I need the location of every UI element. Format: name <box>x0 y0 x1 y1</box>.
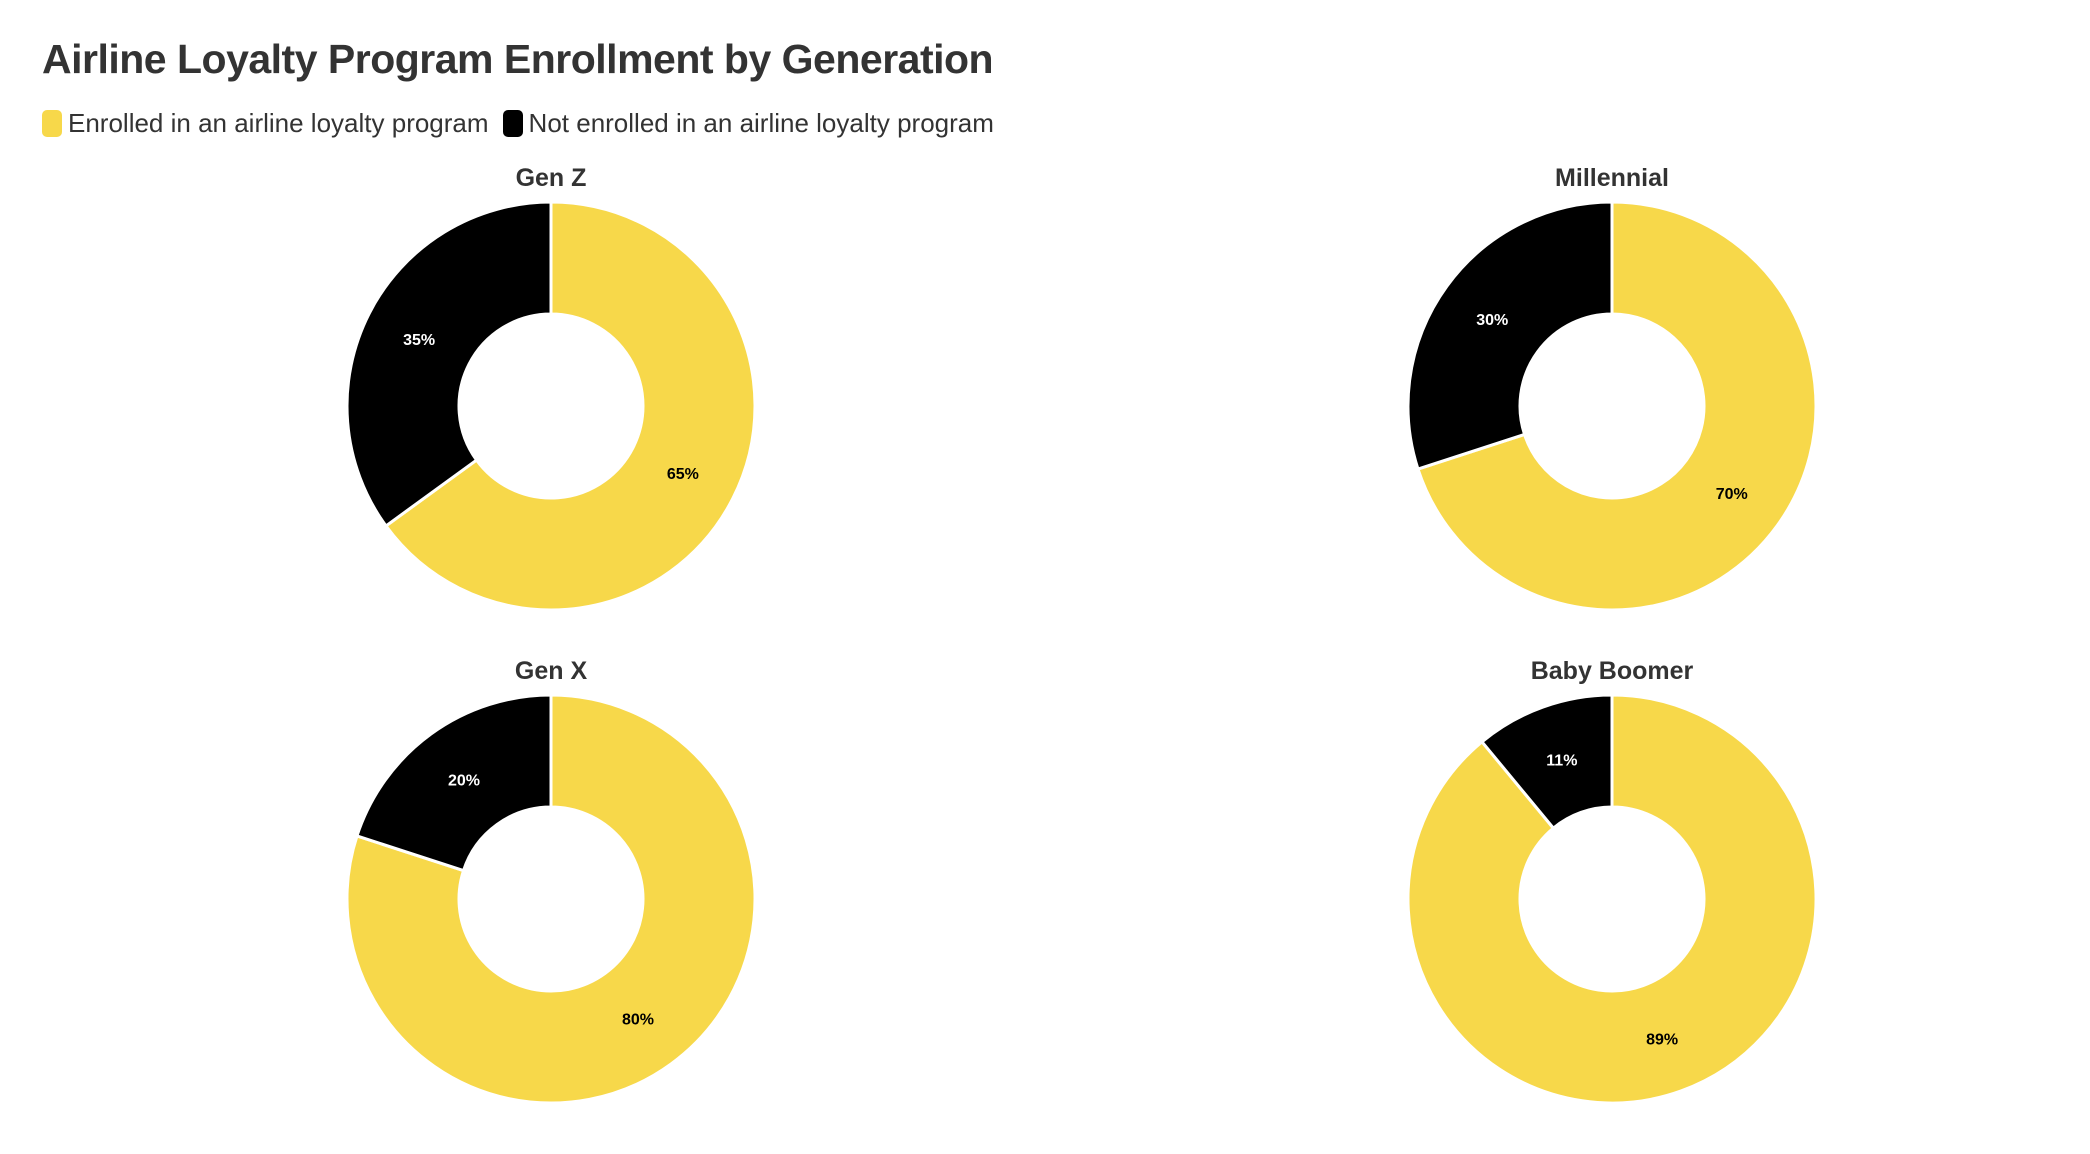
slice-enrolled[interactable] <box>384 200 757 612</box>
slice-not-enrolled[interactable] <box>1480 693 1614 830</box>
donut-title: Gen Z <box>516 164 587 192</box>
slice-not-enrolled[interactable] <box>345 200 553 528</box>
slice-enrolled[interactable] <box>1406 693 1818 1105</box>
slice-label: 35% <box>403 332 435 349</box>
slice-label: 89% <box>1646 1031 1678 1048</box>
legend-swatch-not-enrolled <box>502 110 523 137</box>
donut-title: Millennial <box>1555 164 1669 192</box>
slice-label: 30% <box>1476 312 1508 329</box>
slice-label: 65% <box>667 466 699 483</box>
legend-label: Enrolled in an airline loyalty program <box>68 108 489 138</box>
slice-not-enrolled[interactable] <box>1406 200 1614 471</box>
legend-swatch-enrolled <box>42 110 62 137</box>
slice-enrolled[interactable] <box>345 693 757 1105</box>
donut-baby-boomer: Baby Boomer 89% 11% <box>1406 657 1818 1105</box>
slice-label: 11% <box>1546 753 1577 770</box>
legend: Enrolled in an airline loyalty program N… <box>42 108 1008 139</box>
donut-title: Baby Boomer <box>1531 657 1694 685</box>
slice-not-enrolled[interactable] <box>355 693 553 873</box>
slice-enrolled[interactable] <box>1416 200 1818 612</box>
slice-label: 20% <box>448 772 480 789</box>
slice-label: 70% <box>1716 486 1748 503</box>
donut-gen-x: Gen X 80% 20% <box>345 657 757 1105</box>
donut-gen-z: Gen Z 65% 35% <box>345 164 757 612</box>
donut-title: Gen X <box>515 657 588 685</box>
slice-label: 80% <box>622 1012 654 1029</box>
legend-label: Not enrolled in an airline loyalty progr… <box>528 108 994 138</box>
donut-millennial: Millennial 70% 30% <box>1406 164 1818 612</box>
chart-title: Airline Loyalty Program Enrollment by Ge… <box>42 36 994 82</box>
legend-item-not-enrolled[interactable]: Not enrolled in an airline loyalty progr… <box>502 108 994 139</box>
legend-item-enrolled[interactable]: Enrolled in an airline loyalty program <box>42 108 489 139</box>
